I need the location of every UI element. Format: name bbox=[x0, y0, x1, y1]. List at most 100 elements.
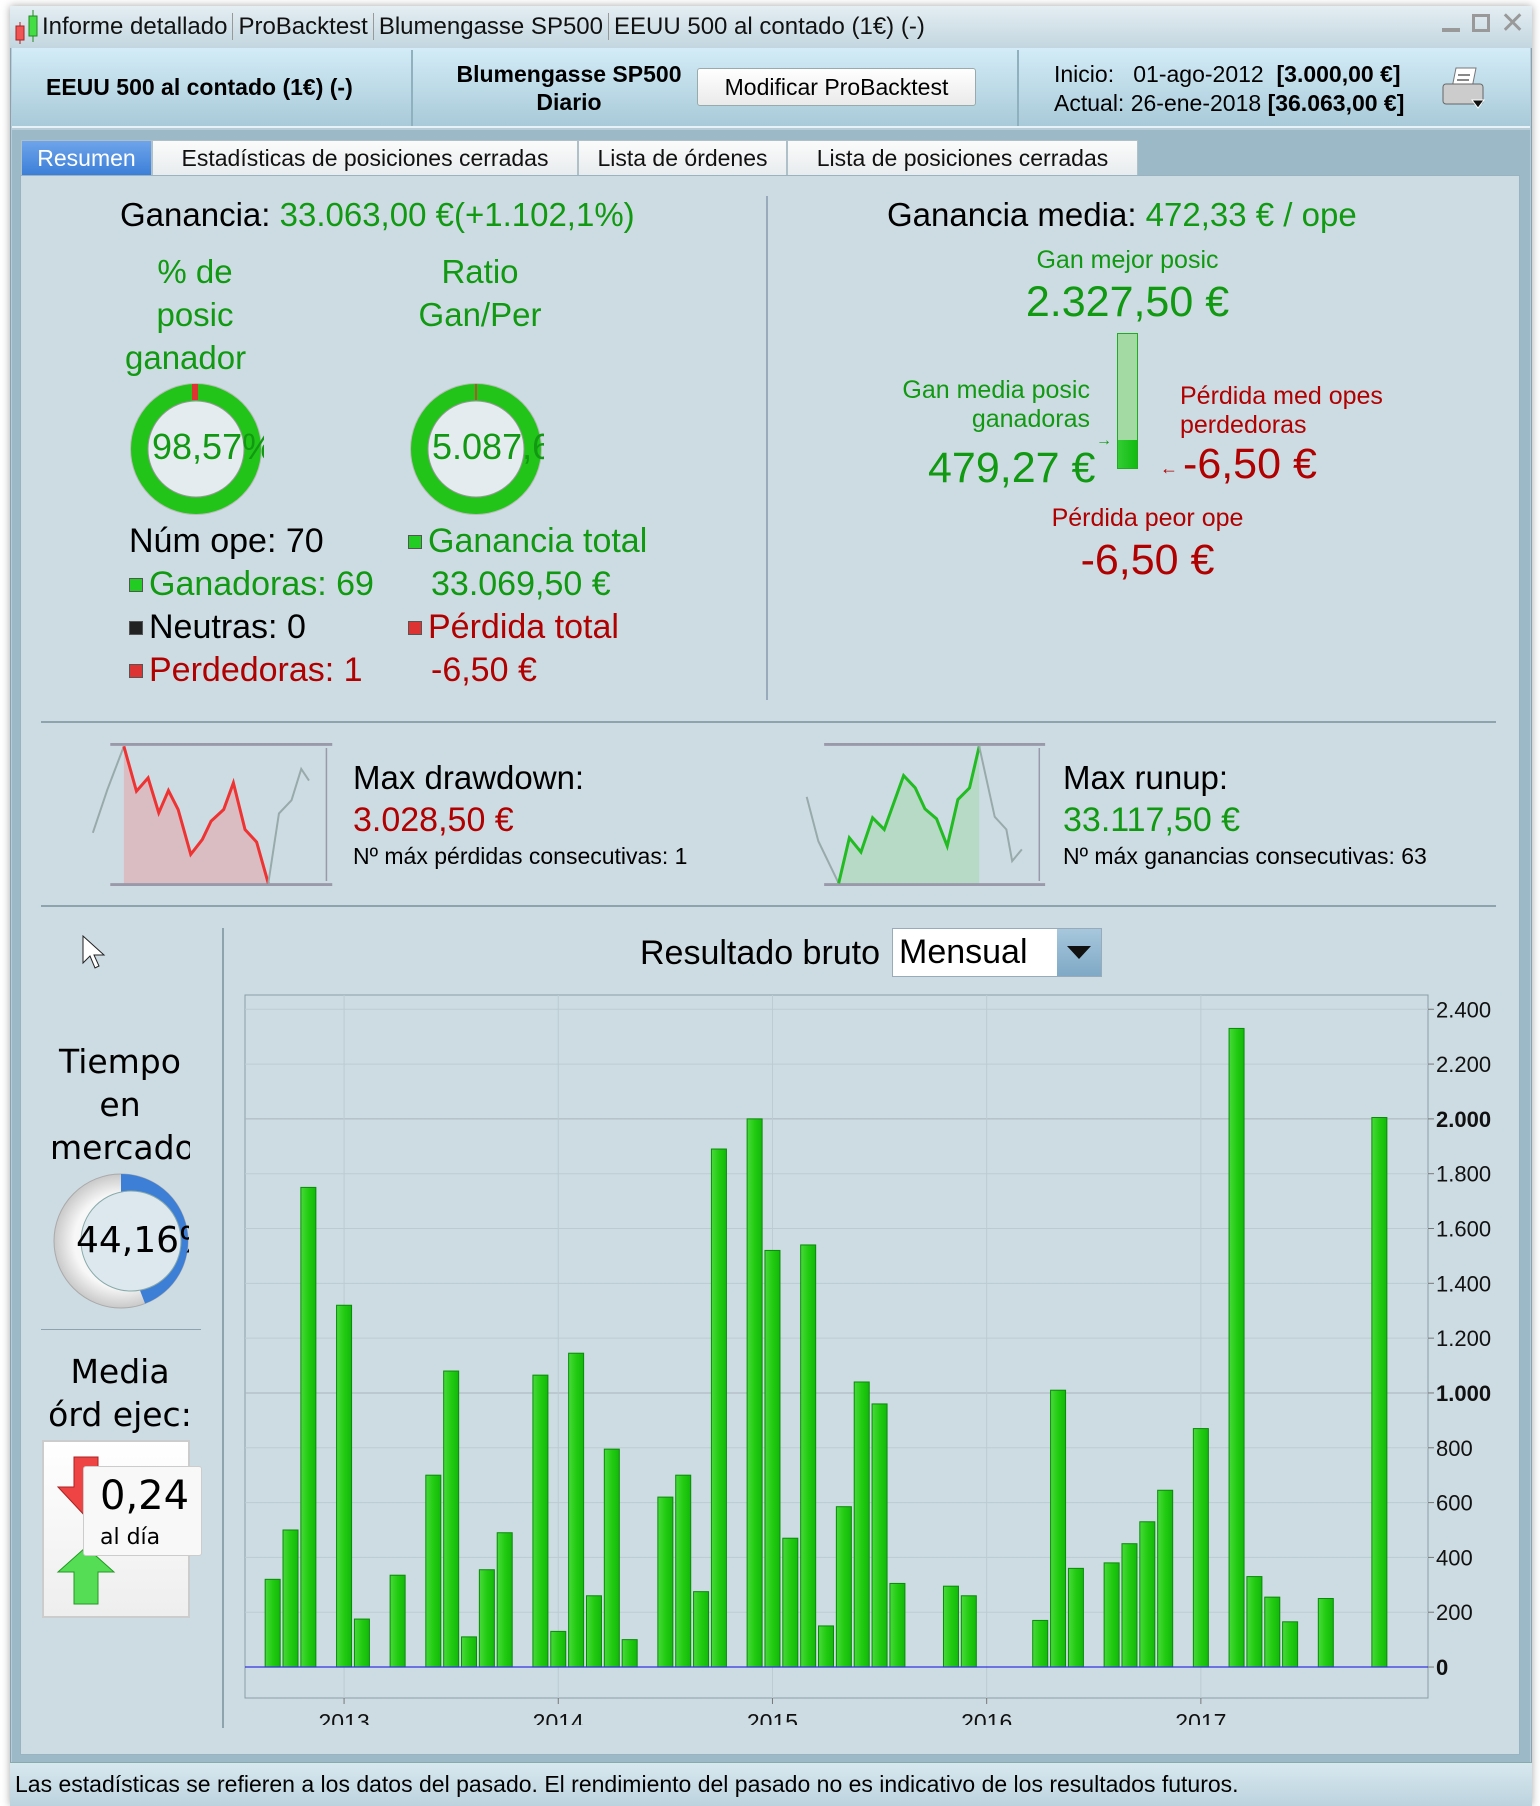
market-time-value: 44,16% bbox=[76, 1220, 189, 1261]
y-tick-label: 1.000 bbox=[1436, 1381, 1491, 1406]
bar-2017-01 bbox=[1192, 1428, 1209, 1668]
printer-icon[interactable] bbox=[1442, 66, 1488, 110]
label-line: Pérdida med opes bbox=[1180, 382, 1383, 410]
bar-2013-09 bbox=[478, 1569, 495, 1668]
runup-value: 33.117,50 € bbox=[1063, 801, 1241, 839]
tab-closed-positions-list[interactable]: Lista de posiciones cerradas bbox=[787, 140, 1138, 176]
bar-2016-10 bbox=[1139, 1521, 1156, 1668]
best-trade-value: 2.327,50 € bbox=[1025, 278, 1230, 326]
title-line: Gan/Per bbox=[418, 296, 542, 333]
trade-counts: Núm ope: 70 Ganadoras: 69 Neutras: 0 Per… bbox=[129, 520, 374, 692]
bar-2016-09 bbox=[1121, 1543, 1138, 1668]
divider bbox=[222, 928, 224, 1728]
close-button[interactable]: ✕ bbox=[1500, 7, 1526, 40]
bar-2017-05 bbox=[1264, 1596, 1281, 1668]
gain-range-bar bbox=[1117, 333, 1138, 469]
bar-2015-08 bbox=[889, 1582, 906, 1668]
period-selected: Mensual bbox=[899, 933, 1028, 971]
total-loss-label: Pérdida total bbox=[428, 608, 619, 646]
title-line: posic bbox=[156, 296, 234, 333]
runup-sparkline bbox=[797, 743, 1049, 886]
candlestick-app-icon bbox=[15, 10, 38, 44]
system-name: Blumengasse SP500 bbox=[456, 61, 682, 87]
arrow-left-icon: ← bbox=[1160, 458, 1178, 478]
start-label: Inicio: bbox=[1054, 61, 1115, 87]
period-dropdown[interactable]: Mensual bbox=[892, 928, 1102, 977]
worst-trade-value: -6,50 € bbox=[1080, 536, 1215, 584]
title-segment: EEUU 500 al contado (1€) (-) bbox=[614, 13, 925, 40]
title-line: % de bbox=[157, 253, 233, 290]
bar-2017-11 bbox=[1371, 1117, 1388, 1668]
maximize-button[interactable] bbox=[1472, 14, 1490, 32]
y-tick-label: 800 bbox=[1436, 1436, 1473, 1461]
gross-result-label: Resultado bruto bbox=[640, 934, 881, 972]
current-date: 26-ene-2018 bbox=[1130, 90, 1262, 116]
red-square-icon bbox=[408, 621, 422, 635]
divider bbox=[1017, 50, 1019, 126]
market-time-donut bbox=[53, 1173, 189, 1309]
divider bbox=[41, 905, 1496, 907]
instrument-name: EEUU 500 al contado (1€) (-) bbox=[46, 74, 353, 100]
x-tick-label: 2013 bbox=[318, 1709, 369, 1725]
market-time-title: Tiempo en mercado bbox=[50, 1040, 190, 1169]
green-square-icon bbox=[408, 535, 422, 549]
y-tick-label: 2.200 bbox=[1436, 1052, 1491, 1077]
divider bbox=[411, 50, 413, 126]
bar-2013-04 bbox=[389, 1574, 406, 1668]
tab-order-list[interactable]: Lista de órdenes bbox=[578, 140, 787, 176]
y-tick-label: 1.200 bbox=[1436, 1326, 1491, 1351]
bar-2015-06 bbox=[853, 1381, 870, 1668]
divider bbox=[766, 196, 768, 700]
bar-2014-09 bbox=[693, 1591, 710, 1668]
drawdown-sparkline bbox=[88, 743, 340, 886]
tab-resumen[interactable]: Resumen bbox=[21, 140, 152, 176]
worst-trade-label: Pérdida peor ope bbox=[1051, 504, 1244, 532]
arrow-right-icon: → bbox=[1096, 432, 1112, 449]
drawdown-value: 3.028,50 € bbox=[353, 801, 514, 839]
runup-label: Max runup: bbox=[1063, 759, 1229, 796]
title-segment: ProBacktest bbox=[238, 13, 368, 40]
bar-2013-02 bbox=[353, 1618, 370, 1668]
bar-2014-05 bbox=[621, 1639, 638, 1668]
y-tick-label: 600 bbox=[1436, 1491, 1473, 1516]
bar-2015-03 bbox=[800, 1244, 817, 1668]
y-tick-label: 200 bbox=[1436, 1600, 1473, 1625]
bar-2017-08 bbox=[1317, 1598, 1334, 1668]
title-line: Media bbox=[70, 1352, 170, 1391]
y-tick-label: 2.400 bbox=[1436, 997, 1491, 1022]
avg-win-label: Gan media posic ganadoras bbox=[880, 376, 1090, 434]
num-trades: Núm ope: 70 bbox=[129, 522, 324, 560]
avg-loss-value: -6,50 € bbox=[1183, 440, 1317, 488]
bar-2015-01 bbox=[764, 1249, 781, 1668]
title-line: órd ejec: bbox=[48, 1395, 192, 1434]
bar-2017-04 bbox=[1246, 1576, 1263, 1668]
modify-probacktest-button[interactable]: Modificar ProBacktest bbox=[697, 68, 976, 106]
bar-2015-07 bbox=[871, 1403, 888, 1668]
bar-2017-03 bbox=[1228, 1027, 1245, 1668]
gain-value: 33.063,00 € bbox=[279, 196, 454, 233]
avg-win-fill bbox=[1118, 440, 1137, 468]
title-segment: Blumengasse SP500 bbox=[378, 13, 603, 40]
title-line: Ratio bbox=[441, 253, 519, 290]
minimize-button[interactable] bbox=[1442, 14, 1460, 32]
bar-2015-05 bbox=[835, 1506, 852, 1668]
y-tick-label: 0 bbox=[1436, 1655, 1448, 1680]
x-tick-label: 2017 bbox=[1175, 1709, 1226, 1725]
bar-2016-08 bbox=[1103, 1562, 1120, 1668]
bar-2015-02 bbox=[782, 1537, 799, 1668]
bar-2016-04 bbox=[1032, 1619, 1049, 1668]
start-capital: [3.000,00 €] bbox=[1276, 61, 1401, 87]
bar-2013-12 bbox=[532, 1374, 549, 1668]
black-square-icon bbox=[129, 621, 143, 635]
bar-2015-11 bbox=[942, 1585, 959, 1668]
bar-2014-03 bbox=[585, 1595, 602, 1668]
tab-closed-positions-stats[interactable]: Estadísticas de posiciones cerradas bbox=[152, 140, 578, 176]
dropdown-button[interactable] bbox=[1057, 929, 1101, 976]
average-gain: Ganancia media: 472,33 € / ope bbox=[887, 196, 1357, 234]
window-title: Informe detallado ProBacktest Blumengasse … bbox=[42, 13, 925, 41]
bar-2015-04 bbox=[818, 1625, 835, 1668]
bar-2014-12 bbox=[746, 1118, 763, 1668]
neutral-count: Neutras: 0 bbox=[149, 608, 306, 646]
bar-2014-07 bbox=[657, 1496, 674, 1668]
bar-2013-06 bbox=[425, 1474, 442, 1668]
